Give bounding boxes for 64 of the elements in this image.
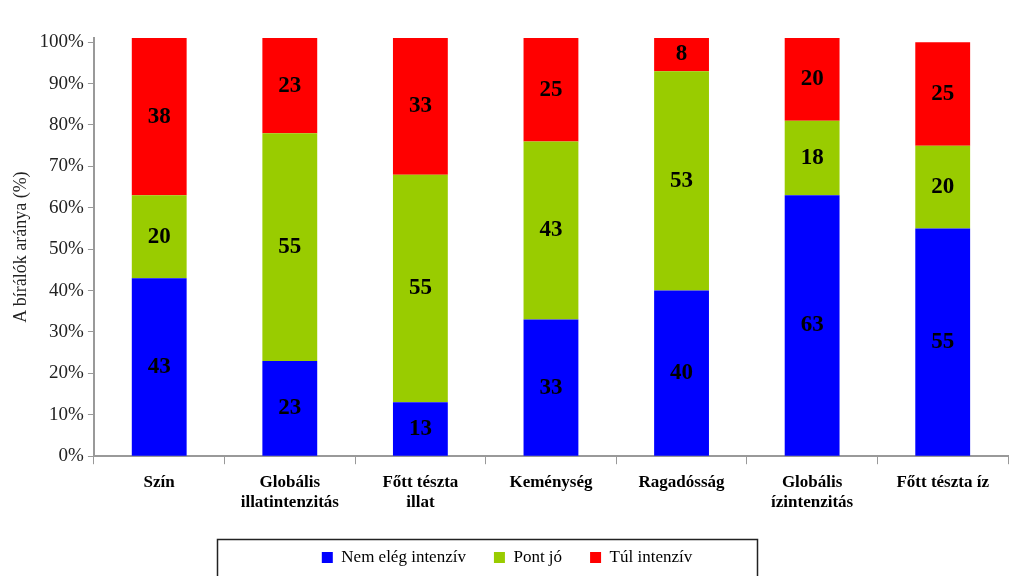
y-tick-label: 20%	[49, 361, 85, 383]
data-label: 20	[147, 222, 171, 248]
bar	[654, 290, 709, 456]
data-label: 8	[675, 40, 688, 66]
y-tick-label: 70%	[49, 154, 85, 176]
x-tick-label: Ragadósság	[638, 471, 726, 491]
x-tick-label: Főtt tészta íz	[896, 471, 990, 491]
bar	[784, 38, 840, 121]
y-tick-label: 50%	[49, 237, 85, 259]
y-tick-label: 40%	[49, 278, 85, 300]
bar	[784, 195, 840, 456]
data-label: 40	[670, 359, 694, 385]
x-tick-label: Globális illatintenzitás	[240, 471, 340, 512]
data-label: 33	[408, 92, 432, 118]
bar	[784, 120, 840, 196]
data-label: 43	[539, 216, 563, 242]
legend-label: Pont jó	[513, 546, 563, 566]
bar	[915, 42, 971, 146]
data-label: 23	[278, 71, 302, 97]
y-tick-label: 60%	[49, 195, 85, 217]
bar	[262, 360, 318, 456]
bar	[392, 38, 448, 175]
data-label: 55	[278, 233, 302, 259]
data-label: 13	[408, 414, 432, 440]
data-label: 53	[670, 166, 694, 192]
bar	[523, 38, 579, 142]
bar	[523, 319, 579, 456]
bar	[915, 145, 971, 229]
bar	[131, 38, 187, 196]
data-label: 38	[147, 102, 171, 128]
x-tick-label: Keménység	[509, 471, 594, 491]
y-tick-label: 80%	[49, 112, 85, 134]
data-label: 18	[800, 144, 824, 170]
data-label: 23	[278, 394, 302, 420]
x-tick-label: Főtt tészta illat	[382, 471, 459, 512]
bar	[915, 228, 971, 456]
data-label: 25	[539, 75, 563, 101]
data-label: 25	[931, 79, 955, 105]
bar	[654, 38, 709, 72]
legend-label: Nem elég intenzív	[341, 546, 467, 566]
y-axis-title: A bírálók aránya (%)	[9, 171, 31, 323]
bar	[131, 278, 187, 456]
y-tick-label: 100%	[39, 30, 85, 52]
y-tick-label: 10%	[49, 402, 85, 424]
data-label: 63	[800, 311, 824, 337]
data-label: 55	[408, 274, 432, 300]
data-label: 55	[931, 328, 955, 354]
y-tick-label: 90%	[49, 71, 85, 93]
data-label: 20	[931, 173, 955, 198]
bar	[262, 133, 318, 361]
bar	[392, 402, 448, 456]
bar	[654, 71, 709, 291]
data-label: 20	[800, 65, 824, 91]
y-tick-label: 0%	[58, 444, 85, 466]
bar	[262, 38, 318, 134]
data-label: 33	[539, 373, 563, 399]
data-label: 43	[147, 352, 171, 378]
bar	[131, 195, 187, 279]
bar	[523, 141, 579, 320]
bar	[392, 174, 448, 403]
x-tick-label: Szín	[143, 471, 176, 491]
legend-label: Túl intenzív	[609, 546, 693, 566]
y-tick-label: 30%	[49, 319, 85, 341]
x-tick-label: Globális ízintenzitás	[771, 471, 854, 512]
